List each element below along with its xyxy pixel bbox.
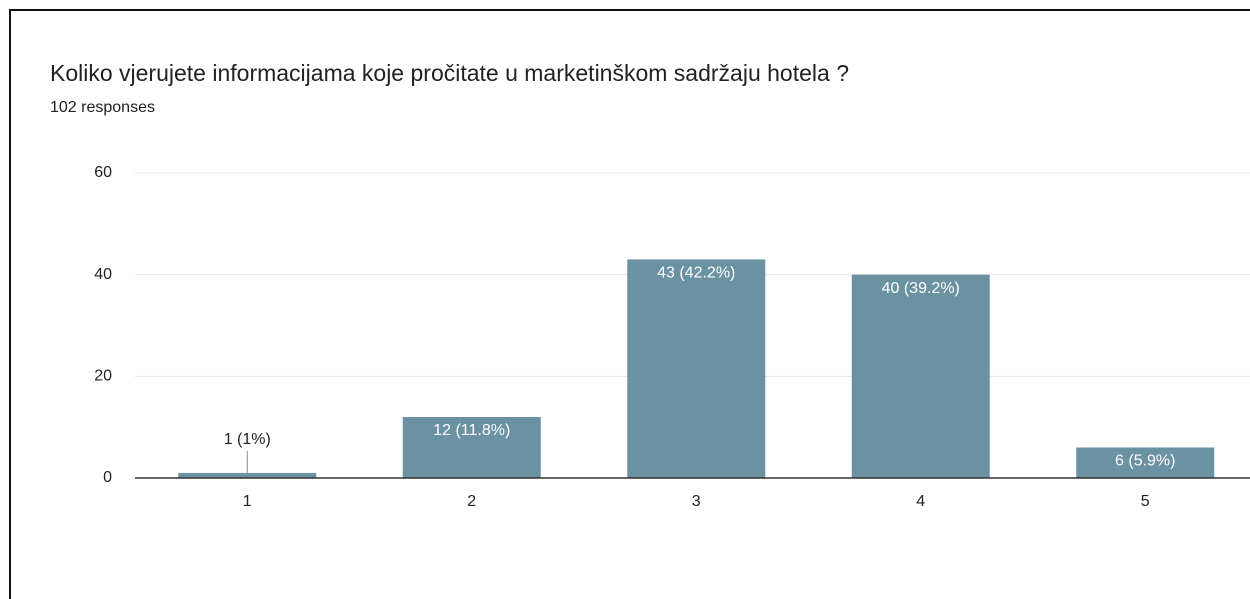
y-tick-label: 0 (103, 469, 112, 486)
y-tick-label: 20 (94, 368, 112, 385)
bar (851, 274, 990, 478)
x-tick-label: 3 (692, 493, 701, 510)
x-tick-label: 1 (243, 493, 252, 510)
data-label: 40 (39.2%) (882, 280, 960, 297)
data-label: 12 (11.8%) (433, 422, 510, 439)
bar (1076, 447, 1215, 478)
x-tick-label: 4 (916, 493, 925, 510)
y-tick-label: 60 (94, 164, 112, 181)
bar (402, 417, 541, 478)
chart-subtitle: 102 responses (50, 99, 155, 116)
bar (178, 472, 317, 478)
data-label: 1 (1%) (224, 431, 271, 448)
chart-title: Koliko vjerujete informacijama koje proč… (50, 60, 849, 86)
x-tick-label: 5 (1141, 493, 1150, 510)
data-label: 6 (5.9%) (1115, 453, 1175, 470)
y-tick-label: 40 (94, 266, 112, 283)
x-tick-label: 2 (467, 493, 476, 510)
data-label: 43 (42.2%) (657, 265, 735, 282)
bar (627, 259, 766, 478)
